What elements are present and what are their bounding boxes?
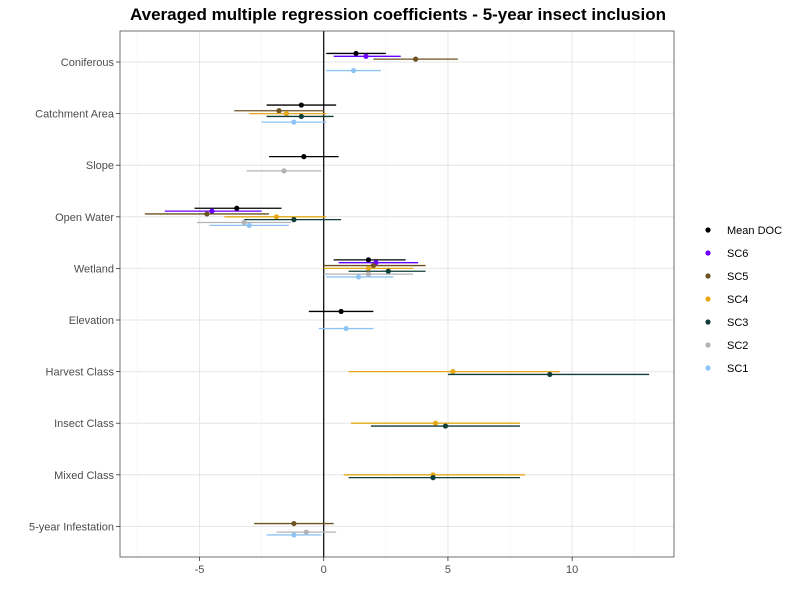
estimate-point (365, 257, 372, 263)
legend-label: Mean DOC (727, 225, 782, 237)
estimate-point (338, 308, 344, 315)
y-tick-label: Wetland (74, 263, 114, 275)
y-tick-label: Insect Class (54, 418, 114, 430)
estimate-point (442, 423, 449, 429)
estimate-point (353, 50, 359, 57)
legend-label: SC5 (727, 271, 748, 283)
estimate-point (273, 214, 280, 220)
estimate-point (246, 222, 252, 228)
estimate-point (291, 532, 297, 538)
estimate-point (547, 371, 553, 378)
estimate-point (450, 369, 456, 375)
legend-key (705, 365, 711, 371)
legend-label: SC3 (727, 317, 748, 329)
legend-key (705, 273, 711, 279)
estimate-point (350, 67, 357, 74)
x-tick-label: -5 (195, 564, 205, 576)
panel-border (119, 30, 675, 558)
legend-key (705, 227, 711, 233)
x-tick-label: 5 (445, 564, 451, 576)
y-tick-label: Mixed Class (54, 470, 114, 482)
estimate-point (283, 111, 290, 117)
chart-title: Averaged multiple regression coefficient… (130, 5, 666, 24)
y-tick-label: Coniferous (61, 57, 115, 69)
estimate-point (363, 53, 369, 59)
y-tick-label: 5-year Infestation (29, 521, 114, 533)
estimate-point (301, 154, 307, 160)
y-tick-label: Open Water (55, 212, 114, 224)
legend-key (705, 319, 711, 325)
y-tick-label: Elevation (69, 315, 114, 327)
estimate-point (432, 420, 439, 426)
legend-key (705, 296, 711, 302)
plot-area: Coniferous Catchment Area Slope Open Water W… (29, 30, 675, 576)
estimate-point (291, 119, 297, 125)
y-tick-label: Harvest Class (46, 367, 115, 379)
legend-label: SC2 (727, 340, 748, 352)
estimate-point (365, 271, 372, 277)
legend-key (705, 250, 711, 256)
estimate-point (281, 168, 287, 174)
x-tick-label: 10 (566, 564, 578, 576)
x-tick-label: 0 (321, 564, 327, 576)
estimate-point (413, 56, 419, 62)
estimate-point (276, 108, 282, 114)
estimate-point (204, 211, 210, 217)
estimate-point (355, 274, 362, 280)
estimate-point (365, 265, 372, 271)
legend-label: SC4 (727, 294, 748, 306)
y-tick-label: Catchment Area (35, 109, 115, 121)
estimate-point (298, 102, 304, 108)
estimate-point (291, 520, 297, 527)
estimate-point (303, 529, 309, 535)
estimate-point (234, 205, 240, 211)
estimate-point (241, 219, 247, 226)
legend: Mean DOC SC6 SC5 SC4 SC3 SC2 SC1 (705, 225, 782, 375)
y-tick-label: Slope (86, 160, 114, 172)
legend-key (705, 342, 711, 348)
estimate-point (291, 217, 297, 223)
legend-label: SC1 (727, 363, 748, 375)
estimate-point (370, 262, 376, 269)
estimate-point (298, 113, 304, 120)
estimate-point (385, 268, 391, 274)
legend-label: SC6 (727, 248, 748, 260)
estimate-point (343, 325, 349, 332)
estimate-point (430, 475, 436, 481)
estimate-point (209, 208, 215, 214)
